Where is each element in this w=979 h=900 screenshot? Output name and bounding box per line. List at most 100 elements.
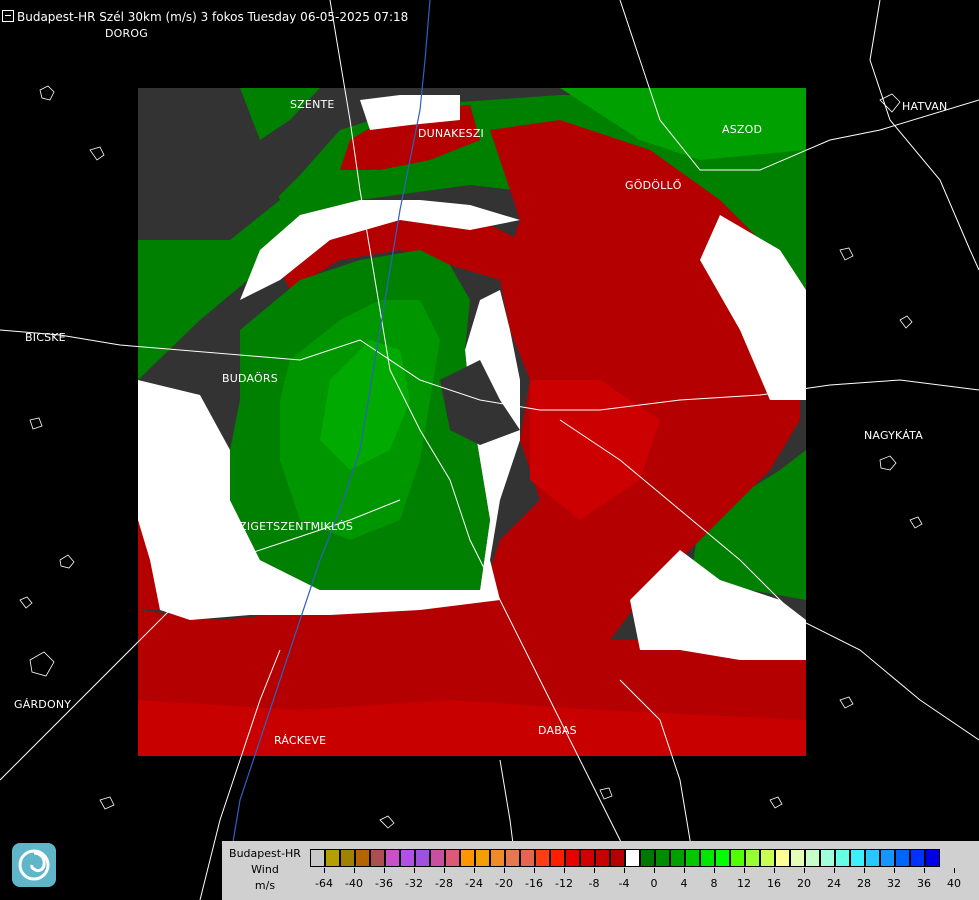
legend-swatch [850, 849, 865, 867]
legend-swatch [505, 849, 520, 867]
legend-tick-mark [324, 868, 325, 873]
legend-swatch [895, 849, 910, 867]
legend-swatch [910, 849, 925, 867]
legend-tick-mark [924, 868, 925, 873]
legend-quantity: Wind [251, 863, 279, 876]
legend-tick-label: 16 [767, 877, 781, 890]
legend-swatch [790, 849, 805, 867]
legend-swatch [445, 849, 460, 867]
city-label: GÖDÖLLŐ [625, 179, 682, 192]
legend-tick-mark [354, 868, 355, 873]
city-label: DUNAKESZI [418, 127, 485, 140]
legend-swatch [370, 849, 385, 867]
legend-swatch [640, 849, 655, 867]
legend-tick-mark [714, 868, 715, 873]
legend-tick-mark [414, 868, 415, 873]
legend-swatch [730, 849, 745, 867]
legend-tick-label: -32 [405, 877, 423, 890]
legend-tick-mark [594, 868, 595, 873]
legend-swatch [415, 849, 430, 867]
legend-tick-mark [444, 868, 445, 873]
legend-tick-label: -36 [375, 877, 393, 890]
legend-swatch [535, 849, 550, 867]
legend-tick-mark [684, 868, 685, 873]
legend-swatch [835, 849, 850, 867]
legend-tick-label: -4 [618, 877, 630, 890]
legend-tick-label: 0 [650, 877, 658, 890]
legend-swatch [520, 849, 535, 867]
legend-tick-mark [744, 868, 745, 873]
legend-swatch [340, 849, 355, 867]
legend-swatch [550, 849, 565, 867]
city-label: BICSKE [25, 331, 66, 344]
legend-tick-mark [804, 868, 805, 873]
city-label: SZIGETSZENTMIKLÓS [232, 520, 354, 533]
city-label: GÁRDONY [14, 698, 72, 711]
legend-tick-mark [534, 868, 535, 873]
legend-unit: m/s [254, 879, 276, 892]
legend-swatch [685, 849, 700, 867]
legend-swatch [760, 849, 775, 867]
legend-swatch [595, 849, 610, 867]
legend-tick-label: -24 [465, 877, 483, 890]
legend-tick-label: -12 [555, 877, 573, 890]
legend-tick-label: 20 [797, 877, 811, 890]
velocity-legend: Budapest-HR Wind m/s -64 -40 -36 -32 -28 -24-… [222, 841, 979, 900]
legend-tick-mark [474, 868, 475, 873]
legend-swatch [610, 849, 625, 867]
legend-tick-mark [654, 868, 655, 873]
legend-tick-label: -8 [588, 877, 600, 890]
legend-tick-label: -40 [345, 877, 363, 890]
legend-swatch [400, 849, 415, 867]
legend-tick-label: 32 [887, 877, 901, 890]
settlements [19, 85, 923, 829]
legend-swatch [865, 849, 880, 867]
legend-swatch [325, 849, 340, 867]
city-label: HATVAN [902, 100, 948, 113]
legend-swatch [880, 849, 895, 867]
legend-tick-label: 28 [857, 877, 871, 890]
city-label: NAGYKÁTA [864, 429, 923, 442]
title-text: Budapest-HR Szél 30km (m/s) 3 fokos Tues… [17, 10, 409, 24]
legend-tick-mark [504, 868, 505, 873]
city-label: SZENTE [290, 98, 335, 111]
legend-swatch [565, 849, 580, 867]
legend-swatch [820, 849, 835, 867]
swirl-icon [18, 849, 50, 881]
legend-swatch [475, 849, 490, 867]
legend-tick-label: -20 [495, 877, 513, 890]
legend-swatch [580, 849, 595, 867]
legend-swatch [310, 849, 325, 867]
legend-swatch [700, 849, 715, 867]
legend-swatch [745, 849, 760, 867]
legend-swatch [460, 849, 475, 867]
legend-tick-label: -28 [435, 877, 453, 890]
city-label: DOROG [105, 27, 148, 40]
legend-tick-label: 24 [827, 877, 841, 890]
legend-tick-label: 36 [917, 877, 931, 890]
legend-tick-label: -16 [525, 877, 543, 890]
omsz-logo [12, 843, 56, 887]
legend-tick-mark [774, 868, 775, 873]
legend-swatch [430, 849, 445, 867]
legend-tick-label: 8 [710, 877, 718, 890]
legend-swatch [715, 849, 730, 867]
legend-tick-mark [864, 868, 865, 873]
legend-tick-mark [894, 868, 895, 873]
radar-coverage [138, 88, 806, 756]
window-icon [2, 10, 14, 22]
legend-swatch [775, 849, 790, 867]
legend-tick-label: 12 [737, 877, 751, 890]
legend-tick-mark [564, 868, 565, 873]
map-title: Budapest-HR Szél 30km (m/s) 3 fokos Tues… [0, 10, 408, 24]
legend-radar-name: Budapest-HR [229, 847, 301, 860]
legend-tick-label: -64 [315, 877, 333, 890]
city-label: ASZOD [722, 123, 763, 136]
legend-swatch [670, 849, 685, 867]
legend-swatch [805, 849, 820, 867]
legend-tick-label: 4 [680, 877, 688, 890]
legend-swatch [925, 849, 940, 867]
legend-swatch [625, 849, 640, 867]
city-label: DABAS [538, 724, 577, 737]
